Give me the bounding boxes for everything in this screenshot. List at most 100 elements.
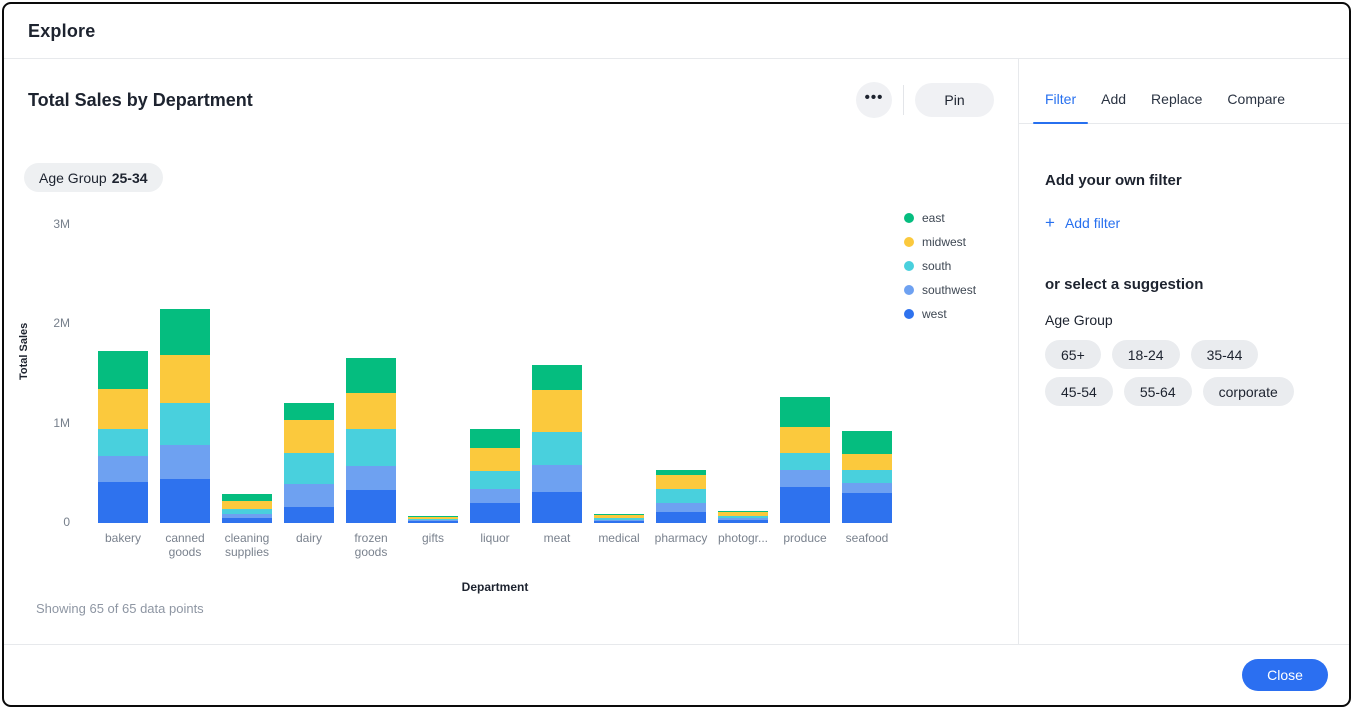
bar-segment-southwest[interactable] — [222, 514, 272, 518]
close-button[interactable]: Close — [1242, 659, 1328, 691]
legend-item-southwest[interactable]: southwest — [904, 278, 976, 302]
tab-compare[interactable]: Compare — [1227, 91, 1286, 107]
dialog-footer: Close — [4, 644, 1349, 705]
suggestion-chip-55-64[interactable]: 55-64 — [1123, 377, 1192, 406]
bar-segment-west[interactable] — [408, 521, 458, 523]
bar-segment-east[interactable] — [284, 403, 334, 420]
bar-segment-east[interactable] — [842, 431, 892, 454]
bar-segment-east[interactable] — [222, 494, 272, 501]
bar-segment-midwest[interactable] — [346, 393, 396, 429]
bar-segment-south[interactable] — [98, 429, 148, 456]
bar-segment-west[interactable] — [222, 518, 272, 523]
bar-segment-south[interactable] — [842, 470, 892, 483]
bar-segment-southwest[interactable] — [718, 518, 768, 520]
x-axis-label: cleaning supplies — [224, 531, 270, 559]
bar-segment-southwest[interactable] — [284, 484, 334, 507]
bar-segment-south[interactable] — [532, 432, 582, 465]
suggestion-chip-45-54[interactable]: 45-54 — [1045, 377, 1113, 406]
y-tick-label: 3M — [53, 217, 70, 231]
bar-segment-west[interactable] — [346, 490, 396, 523]
bar-segment-midwest[interactable] — [470, 448, 520, 471]
bar-segment-southwest[interactable] — [346, 466, 396, 490]
legend-label: midwest — [922, 235, 967, 249]
bar-segment-southwest[interactable] — [656, 503, 706, 512]
pin-button[interactable]: Pin — [915, 83, 994, 117]
more-options-button[interactable]: ••• — [856, 82, 892, 118]
bar-segment-midwest[interactable] — [98, 389, 148, 429]
bar-segment-west[interactable] — [656, 512, 706, 523]
suggestion-chip-35-44[interactable]: 35-44 — [1190, 340, 1259, 369]
bar-segment-southwest[interactable] — [408, 520, 458, 521]
bar-segment-southwest[interactable] — [594, 520, 644, 521]
bar-segment-southwest[interactable] — [532, 465, 582, 492]
chart-legend: east midwest south southwest west — [904, 206, 976, 326]
bar-segment-south[interactable] — [470, 471, 520, 489]
legend-dot-icon — [904, 213, 914, 223]
tab-filter[interactable]: Filter — [1032, 91, 1089, 124]
bar-segment-east[interactable] — [98, 351, 148, 389]
bar-segment-south[interactable] — [346, 429, 396, 466]
bar-stack — [780, 397, 830, 523]
suggestion-chip-65+[interactable]: 65+ — [1045, 340, 1101, 369]
bar-group-liquor — [464, 429, 526, 523]
bar-segment-east[interactable] — [470, 429, 520, 448]
bar-segment-southwest[interactable] — [780, 470, 830, 487]
bar-segment-east[interactable] — [718, 511, 768, 512]
active-filter-chip[interactable]: Age Group 25-34 — [24, 163, 163, 192]
bar-segment-southwest[interactable] — [842, 483, 892, 493]
bar-segment-south[interactable] — [656, 489, 706, 503]
bar-segment-southwest[interactable] — [98, 456, 148, 482]
legend-item-east[interactable]: east — [904, 206, 976, 230]
add-filter-button[interactable]: + Add filter — [1045, 214, 1120, 231]
bar-segment-midwest[interactable] — [408, 517, 458, 519]
bar-group-canned-goods — [154, 309, 216, 523]
bar-segment-midwest[interactable] — [656, 475, 706, 489]
bar-segment-west[interactable] — [160, 479, 210, 523]
legend-label: south — [922, 259, 952, 273]
bar-segment-midwest[interactable] — [594, 515, 644, 518]
suggestion-chip-corporate[interactable]: corporate — [1202, 377, 1294, 406]
bar-segment-south[interactable] — [284, 453, 334, 484]
legend-item-west[interactable]: west — [904, 302, 976, 326]
bar-segment-midwest[interactable] — [222, 501, 272, 509]
bar-segment-midwest[interactable] — [532, 390, 582, 432]
bar-segment-midwest[interactable] — [284, 420, 334, 453]
page-title: Explore — [28, 20, 96, 41]
bar-group-gifts — [402, 516, 464, 523]
bar-segment-midwest[interactable] — [842, 454, 892, 470]
bar-segment-east[interactable] — [594, 514, 644, 515]
bar-segment-southwest[interactable] — [470, 489, 520, 503]
bar-segment-midwest[interactable] — [780, 427, 830, 453]
bar-segment-midwest[interactable] — [718, 512, 768, 516]
bar-segment-west[interactable] — [532, 492, 582, 523]
tab-add[interactable]: Add — [1101, 91, 1127, 107]
bar-segment-west[interactable] — [718, 520, 768, 523]
bar-segment-east[interactable] — [532, 365, 582, 390]
bar-segment-south[interactable] — [718, 516, 768, 518]
bar-segment-east[interactable] — [656, 470, 706, 475]
x-axis-labels: bakery canned goods cleaning supplies dairy… — [92, 531, 898, 559]
bar-segment-west[interactable] — [594, 521, 644, 523]
bar-segment-south[interactable] — [408, 519, 458, 520]
bar-segment-west[interactable] — [98, 482, 148, 523]
bar-segment-west[interactable] — [284, 507, 334, 523]
bar-segment-south[interactable] — [222, 509, 272, 514]
x-axis-label: dairy — [295, 531, 322, 545]
bar-segment-south[interactable] — [160, 403, 210, 445]
bar-segment-east[interactable] — [160, 309, 210, 355]
bar-segment-south[interactable] — [780, 453, 830, 470]
bar-segment-midwest[interactable] — [160, 355, 210, 403]
legend-item-midwest[interactable]: midwest — [904, 230, 976, 254]
suggestion-chip-18-24[interactable]: 18-24 — [1111, 340, 1180, 369]
bar-stack — [594, 514, 644, 523]
bar-segment-east[interactable] — [780, 397, 830, 427]
bar-segment-east[interactable] — [346, 358, 396, 393]
tab-replace[interactable]: Replace — [1151, 91, 1203, 107]
bar-segment-southwest[interactable] — [160, 445, 210, 479]
bar-segment-west[interactable] — [470, 503, 520, 523]
legend-item-south[interactable]: south — [904, 254, 976, 278]
bar-segment-east[interactable] — [408, 516, 458, 517]
bar-segment-west[interactable] — [842, 493, 892, 523]
bar-segment-west[interactable] — [780, 487, 830, 523]
bar-segment-south[interactable] — [594, 518, 644, 520]
